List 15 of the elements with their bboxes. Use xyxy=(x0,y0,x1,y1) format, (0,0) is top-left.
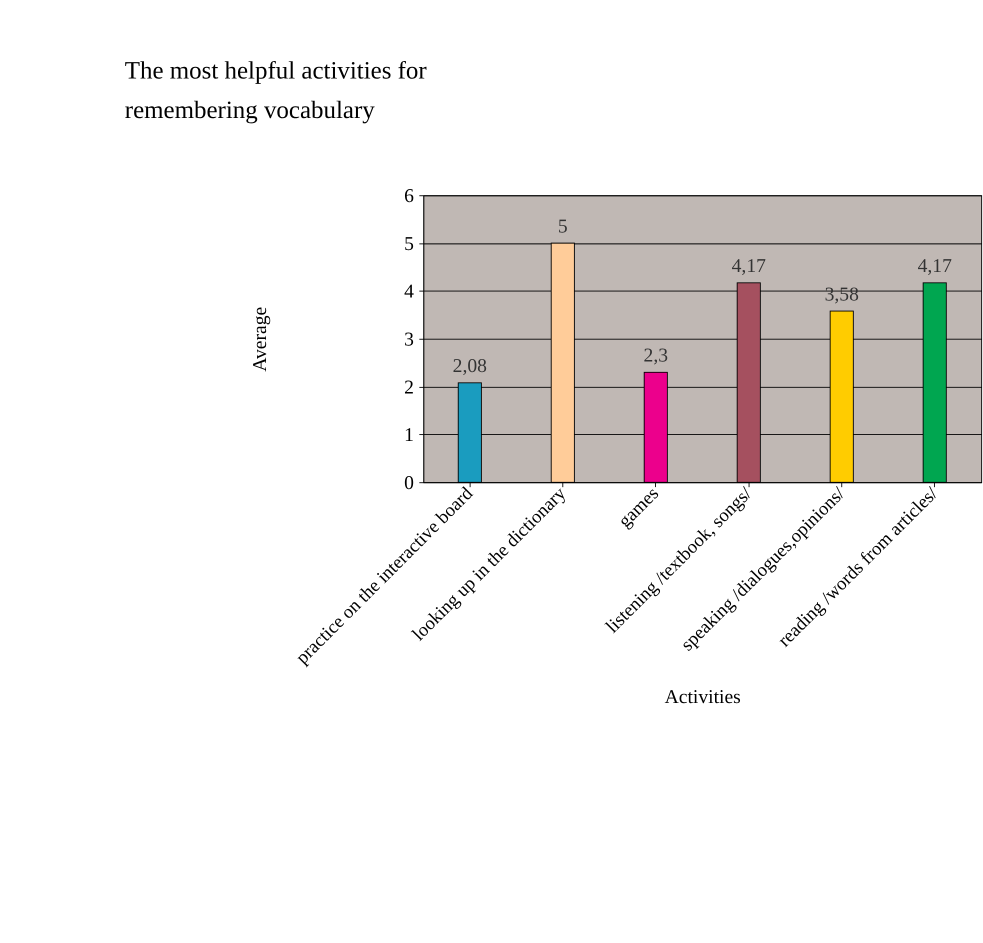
y-tick-label: 1 xyxy=(404,425,414,446)
data-label: 5 xyxy=(558,216,568,238)
y-tick-label: 0 xyxy=(404,472,414,494)
y-tick-label: 6 xyxy=(404,186,414,207)
y-tick-label: 2 xyxy=(404,377,414,398)
y-tick-label: 3 xyxy=(404,329,414,350)
data-label: 2,08 xyxy=(452,356,488,378)
y-tick-label: 5 xyxy=(404,234,414,255)
x-axis-title: Activities xyxy=(664,686,741,708)
y-axis-title: Average xyxy=(250,306,272,372)
y-tick-label: 4 xyxy=(404,282,414,303)
data-label: 4,17 xyxy=(918,256,952,278)
data-label: 2,3 xyxy=(644,346,668,367)
data-label: 4,17 xyxy=(732,256,766,278)
chart-title: The most helpful activities for remembering vocabulary xyxy=(124,58,428,124)
